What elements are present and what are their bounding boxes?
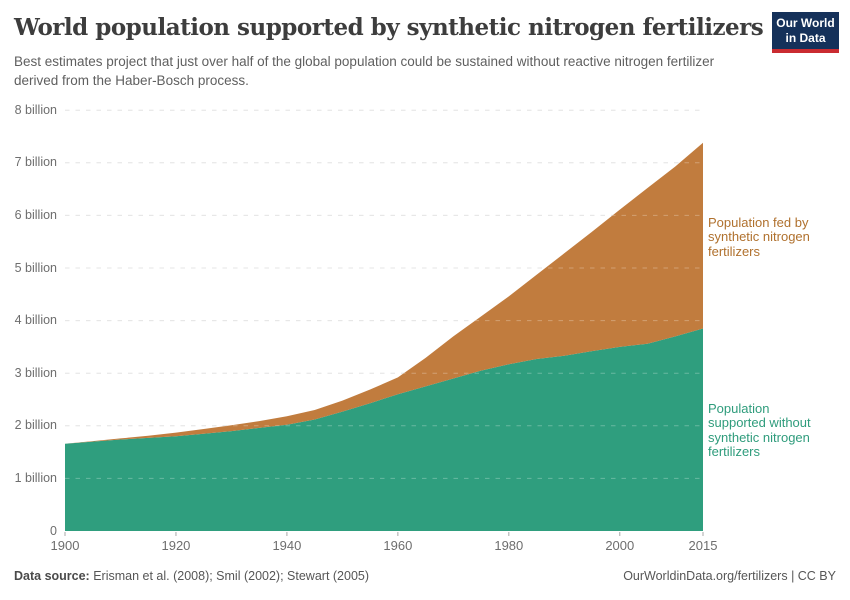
chart-subtitle: Best estimates project that just over ha… xyxy=(14,54,715,89)
owid-logo-line2: in Data xyxy=(785,30,826,45)
area-population-without-fertilizers xyxy=(65,328,703,531)
y-axis-label: 0 xyxy=(50,523,57,538)
x-axis-label: 1980 xyxy=(494,538,524,553)
series-label-fed-by-fertilizers: Population fed by synthetic nitrogen fer… xyxy=(708,215,810,259)
y-axis-label: 4 billion xyxy=(14,313,57,328)
y-axis-label: 7 billion xyxy=(14,155,57,170)
owid-logo: Our World in Data xyxy=(772,12,839,53)
x-axis-label: 1900 xyxy=(50,538,80,553)
y-axis-label: 3 billion xyxy=(14,365,57,380)
owid-logo-line1: Our World xyxy=(776,16,835,31)
x-axis-label: 1920 xyxy=(161,538,191,553)
attribution: OurWorldinData.org/fertilizers | CC BY xyxy=(623,569,836,583)
data-source-text: Erisman et al. (2008); Smil (2002); Stew… xyxy=(93,569,370,583)
y-axis-label: 2 billion xyxy=(14,418,57,433)
x-axis-label: 2015 xyxy=(688,538,718,553)
data-source: Data source: Erisman et al. (2008); Smil… xyxy=(14,569,369,583)
x-axis-label: 1940 xyxy=(272,538,302,553)
x-axis-label: 2000 xyxy=(605,538,635,553)
area-population-fed-by-fertilizers xyxy=(65,142,703,444)
y-axis-label: 1 billion xyxy=(14,470,57,485)
data-source-label: Data source: xyxy=(14,569,90,583)
x-axis-label: 1960 xyxy=(383,538,413,553)
page-title: World population supported by synthetic … xyxy=(14,14,764,41)
y-axis-label: 6 billion xyxy=(14,207,57,222)
y-axis-label: 5 billion xyxy=(14,260,57,275)
series-label-without-fertilizers: Population supported without synthetic n… xyxy=(708,401,811,459)
y-axis-label: 8 billion xyxy=(14,102,57,117)
